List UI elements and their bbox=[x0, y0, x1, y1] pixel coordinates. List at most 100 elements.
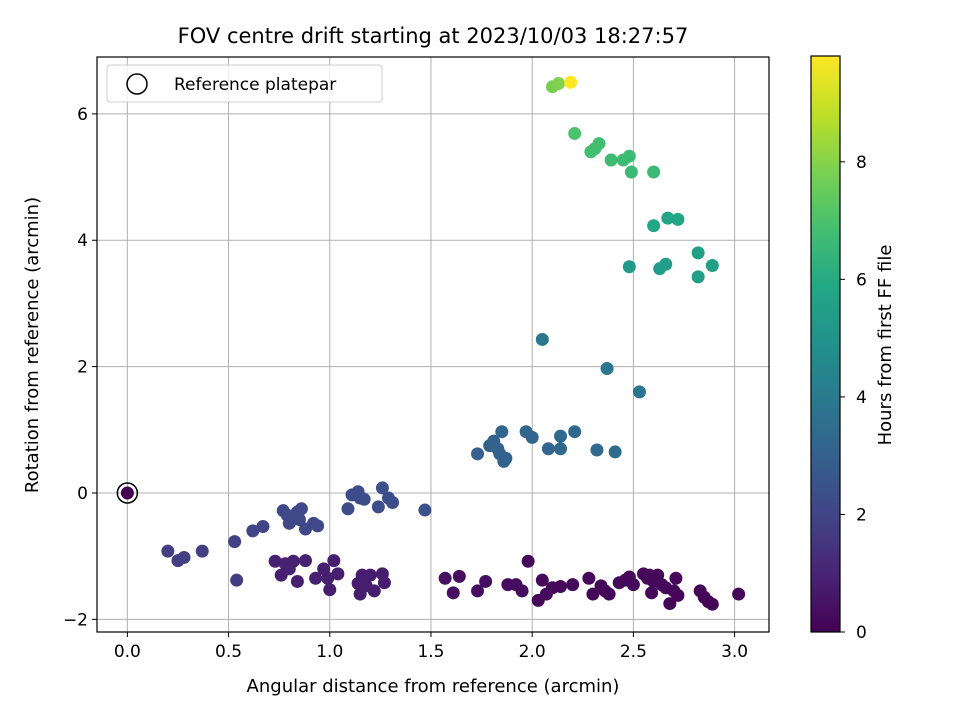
data-point bbox=[669, 571, 683, 585]
data-point bbox=[292, 513, 306, 527]
x-tick-label: 2.5 bbox=[620, 642, 647, 662]
data-point bbox=[624, 165, 638, 179]
data-point bbox=[626, 578, 640, 592]
legend-entry-reference: Reference platepar bbox=[174, 75, 336, 95]
data-point bbox=[471, 447, 485, 461]
data-point bbox=[525, 430, 539, 444]
data-point bbox=[246, 524, 260, 538]
data-point bbox=[161, 544, 175, 558]
data-point bbox=[282, 516, 296, 530]
data-point bbox=[645, 586, 659, 600]
data-point bbox=[452, 569, 466, 583]
colorbar-tick-label: 2 bbox=[856, 505, 867, 525]
data-point bbox=[691, 246, 705, 260]
grid-lines bbox=[97, 57, 769, 632]
data-point bbox=[732, 587, 746, 601]
colorbar-ticks: 0 2 4 6 8 bbox=[840, 153, 867, 643]
x-axis-label: Angular distance from reference (arcmin) bbox=[247, 676, 620, 697]
x-tick-label: 1.0 bbox=[316, 642, 343, 662]
data-point bbox=[602, 587, 616, 601]
data-point bbox=[327, 554, 341, 568]
data-point bbox=[298, 554, 312, 568]
data-point bbox=[294, 502, 308, 516]
legend-box bbox=[106, 64, 383, 103]
data-point bbox=[446, 586, 460, 600]
x-axis: 0.0 0.5 1.0 1.5 2.0 2.5 3.0 bbox=[114, 632, 748, 662]
data-point bbox=[632, 385, 646, 399]
data-point bbox=[521, 554, 535, 568]
data-point bbox=[323, 583, 337, 597]
y-axis: −2 0 2 4 6 bbox=[63, 105, 97, 630]
legend: Reference platepar bbox=[106, 64, 383, 103]
data-point bbox=[120, 486, 134, 500]
data-point bbox=[671, 212, 685, 226]
colorbar-tick-label: 8 bbox=[856, 153, 867, 173]
data-point bbox=[331, 567, 345, 581]
colorbar: 0 2 4 6 8 Hours from first FF file bbox=[810, 55, 896, 643]
data-point bbox=[177, 550, 191, 564]
colorbar-gradient bbox=[811, 56, 840, 632]
data-point bbox=[663, 597, 677, 611]
y-tick-label: 2 bbox=[77, 358, 88, 378]
data-point bbox=[705, 259, 719, 273]
data-point bbox=[268, 554, 282, 568]
data-point bbox=[341, 502, 355, 516]
data-point bbox=[321, 571, 335, 585]
data-point bbox=[371, 500, 385, 514]
data-point bbox=[228, 535, 242, 549]
y-tick-label: 0 bbox=[77, 484, 88, 504]
data-point bbox=[647, 219, 661, 233]
data-point bbox=[311, 519, 325, 533]
data-point bbox=[230, 573, 244, 587]
chart-title: FOV centre drift starting at 2023/10/03 … bbox=[178, 24, 689, 48]
data-point bbox=[691, 270, 705, 284]
data-point bbox=[495, 425, 509, 439]
data-point bbox=[535, 332, 549, 346]
data-point bbox=[377, 576, 391, 590]
data-point bbox=[286, 554, 300, 568]
data-point bbox=[438, 571, 452, 585]
data-point bbox=[541, 442, 555, 456]
plot-frame bbox=[96, 56, 770, 633]
data-point bbox=[647, 165, 661, 179]
data-point bbox=[659, 257, 673, 271]
data-point bbox=[535, 573, 549, 587]
data-point bbox=[568, 425, 582, 439]
data-point bbox=[367, 584, 381, 598]
x-tick-label: 0.5 bbox=[215, 642, 242, 662]
data-point bbox=[590, 443, 604, 457]
data-point bbox=[554, 580, 568, 594]
data-point bbox=[564, 75, 578, 89]
x-tick-label: 0.0 bbox=[114, 642, 141, 662]
data-point bbox=[622, 149, 636, 163]
y-axis-label: Rotation from reference (arcmin) bbox=[22, 197, 43, 493]
colorbar-tick-label: 0 bbox=[856, 623, 867, 643]
data-point bbox=[592, 137, 606, 151]
data-point bbox=[568, 126, 582, 140]
y-tick-label: −2 bbox=[63, 610, 88, 630]
y-tick-label: 4 bbox=[77, 231, 88, 251]
data-point bbox=[705, 597, 719, 611]
data-point bbox=[309, 571, 323, 585]
data-point bbox=[357, 492, 371, 506]
colorbar-tick-label: 6 bbox=[856, 270, 867, 290]
data-point bbox=[554, 442, 568, 456]
data-point bbox=[499, 451, 513, 465]
reference-platepar-marker bbox=[116, 482, 139, 504]
data-point bbox=[622, 260, 636, 274]
data-point bbox=[256, 519, 270, 533]
x-tick-label: 1.5 bbox=[417, 642, 444, 662]
data-point bbox=[363, 568, 377, 582]
data-point bbox=[554, 429, 568, 443]
data-point bbox=[600, 362, 614, 376]
data-point bbox=[586, 587, 600, 601]
data-point bbox=[375, 481, 389, 495]
colorbar-label: Hours from first FF file bbox=[875, 245, 896, 446]
data-point bbox=[604, 153, 618, 167]
data-point bbox=[608, 445, 622, 459]
data-point bbox=[479, 574, 493, 588]
legend-reference-marker bbox=[126, 73, 148, 95]
data-point bbox=[515, 584, 529, 598]
data-point bbox=[418, 503, 432, 517]
